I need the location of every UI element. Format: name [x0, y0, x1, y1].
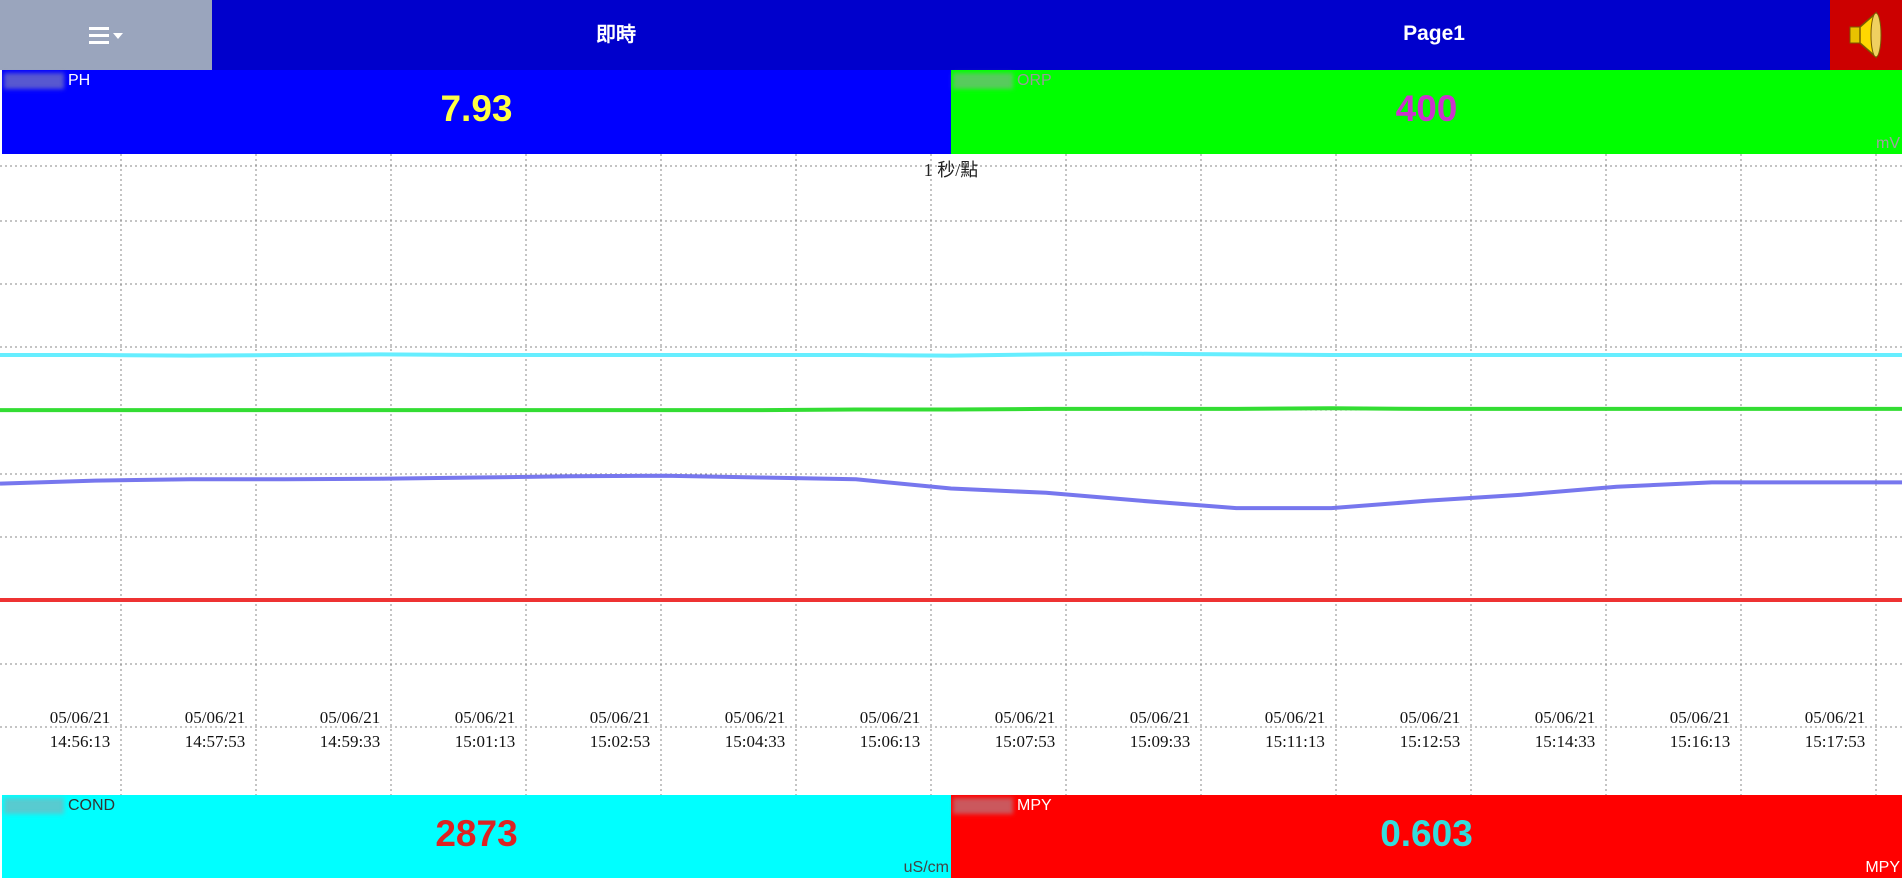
mpy-label: MPY — [1017, 797, 1052, 814]
x-tick-date: 05/06/21 — [859, 708, 921, 727]
redacted-label — [953, 73, 1013, 89]
x-tick-date: 05/06/21 — [1804, 708, 1866, 727]
orp-panel[interactable]: ORP 400 mV — [951, 70, 1902, 154]
series-line-2 — [0, 406, 1902, 413]
realtime-tab[interactable]: 即時 — [596, 24, 636, 46]
x-tick-label: 05/06/21 14:56:13 — [35, 706, 125, 754]
x-tick-time: 15:16:13 — [1669, 732, 1731, 751]
x-tick-time: 15:06:13 — [859, 732, 921, 751]
x-tick-time: 14:57:53 — [184, 732, 246, 751]
ph-label: PH — [68, 72, 91, 89]
orp-unit: mV — [1876, 135, 1900, 152]
x-tick-label: 05/06/21 14:57:53 — [170, 706, 260, 754]
series-line-3 — [0, 473, 1902, 511]
series-line-1 — [0, 351, 1902, 358]
x-tick-date: 05/06/21 — [1129, 708, 1191, 727]
x-tick-time: 14:56:13 — [49, 732, 111, 751]
orp-label: ORP — [1017, 72, 1052, 89]
x-tick-date: 05/06/21 — [1399, 708, 1461, 727]
x-tick-time: 15:17:53 — [1804, 732, 1866, 751]
x-tick-date: 05/06/21 — [184, 708, 246, 727]
x-tick-label: 05/06/21 15:04:33 — [710, 706, 800, 754]
hamburger-menu-icon[interactable] — [89, 26, 109, 44]
x-tick-label: 05/06/21 15:07:53 — [980, 706, 1070, 754]
x-tick-date: 05/06/21 — [994, 708, 1056, 727]
mpy-value: 0.603 — [1380, 813, 1473, 854]
x-tick-label: 05/06/21 15:14:33 — [1520, 706, 1610, 754]
x-tick-date: 05/06/21 — [589, 708, 651, 727]
x-tick-time: 15:09:33 — [1129, 732, 1191, 751]
x-tick-date: 05/06/21 — [724, 708, 786, 727]
ph-value: 7.93 — [440, 88, 513, 129]
redacted-label — [4, 798, 64, 814]
cond-value: 2873 — [435, 813, 518, 854]
ph-panel[interactable]: PH 7.93 — [2, 70, 951, 154]
top-bar: 即時 Page1 — [0, 0, 1902, 70]
x-tick-time: 15:02:53 — [589, 732, 651, 751]
x-tick-time: 15:07:53 — [994, 732, 1056, 751]
sample-rate-note: 1 秒/點 — [923, 160, 979, 180]
x-tick-time: 15:11:13 — [1265, 732, 1325, 751]
x-tick-label: 05/06/21 15:06:13 — [845, 706, 935, 754]
cond-panel[interactable]: COND 2873 uS/cm — [2, 795, 951, 878]
chevron-down-icon — [113, 33, 123, 39]
menu-button[interactable] — [0, 0, 212, 70]
trend-chart — [0, 154, 1902, 795]
x-tick-label: 05/06/21 15:12:53 — [1385, 706, 1475, 754]
speaker-button[interactable] — [1830, 0, 1902, 70]
x-tick-label: 05/06/21 15:17:53 — [1790, 706, 1880, 754]
x-tick-date: 05/06/21 — [1669, 708, 1731, 727]
x-tick-time: 15:12:53 — [1399, 732, 1461, 751]
page-title: Page1 — [1403, 22, 1465, 45]
x-tick-label: 05/06/21 15:16:13 — [1655, 706, 1745, 754]
orp-value: 400 — [1395, 88, 1458, 129]
x-tick-label: 05/06/21 14:59:33 — [305, 706, 395, 754]
cond-label: COND — [68, 797, 116, 814]
x-tick-time: 14:59:33 — [319, 732, 381, 751]
x-tick-date: 05/06/21 — [1534, 708, 1596, 727]
mpy-unit: MPY — [1865, 859, 1900, 876]
x-tick-date: 05/06/21 — [49, 708, 111, 727]
x-tick-time: 15:01:13 — [454, 732, 516, 751]
cond-unit: uS/cm — [903, 859, 949, 876]
mpy-panel[interactable]: MPY 0.603 MPY — [951, 795, 1902, 878]
x-tick-label: 05/06/21 15:11:13 — [1250, 706, 1340, 754]
x-tick-label: 05/06/21 15:09:33 — [1115, 706, 1205, 754]
x-tick-date: 05/06/21 — [319, 708, 381, 727]
x-tick-time: 15:04:33 — [724, 732, 786, 751]
speaker-icon[interactable] — [1846, 7, 1886, 63]
x-tick-time: 15:14:33 — [1534, 732, 1596, 751]
redacted-label — [4, 73, 64, 89]
x-tick-label: 05/06/21 15:02:53 — [575, 706, 665, 754]
x-tick-date: 05/06/21 — [454, 708, 516, 727]
x-tick-label: 05/06/21 15:01:13 — [440, 706, 530, 754]
x-tick-date: 05/06/21 — [1264, 708, 1326, 727]
redacted-label — [953, 798, 1013, 814]
